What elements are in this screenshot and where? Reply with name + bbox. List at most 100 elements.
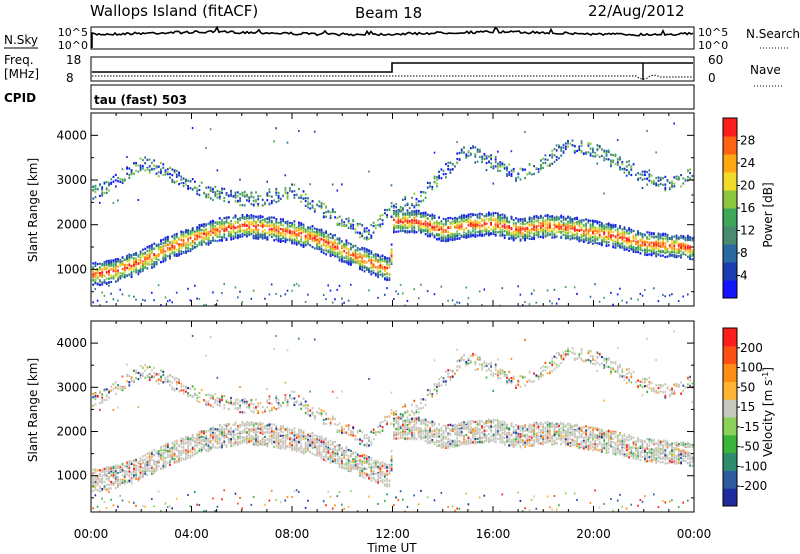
echo-cell	[365, 248, 368, 251]
echo-cell	[592, 151, 594, 154]
echo-cell	[628, 232, 630, 235]
echo-cell	[216, 189, 219, 192]
echo-cell	[662, 245, 664, 248]
echo-cell	[603, 236, 606, 239]
echo-cell	[160, 172, 162, 175]
echo-cell	[300, 194, 303, 197]
echo-cell	[227, 222, 230, 225]
echo-cell	[105, 282, 108, 285]
echo-cell	[273, 239, 275, 242]
echo-cell	[101, 275, 104, 278]
echo-cell	[209, 222, 212, 225]
echo-cell	[264, 297, 266, 300]
echo-cell	[454, 219, 456, 222]
echo-cell	[112, 180, 115, 183]
echo-cell	[123, 270, 126, 273]
echo-cell	[151, 247, 153, 251]
echo-cell	[549, 215, 551, 218]
echo-cell	[282, 224, 284, 227]
echo-cell	[218, 224, 221, 227]
echo-cell	[304, 244, 307, 247]
echo-cell	[551, 149, 554, 152]
echo-cell	[117, 277, 119, 281]
echo-cell	[501, 287, 504, 290]
echo-cell	[684, 243, 687, 246]
echo-cell	[503, 217, 506, 220]
echo-cell	[512, 222, 515, 225]
cpid-label: CPID	[4, 91, 36, 105]
echo-cell	[214, 228, 217, 232]
echo-cell	[524, 177, 526, 180]
echo-cell	[576, 221, 578, 224]
echo-cell	[662, 232, 664, 235]
echo-cell	[492, 182, 495, 185]
echo-cell	[454, 303, 456, 306]
echo-cell	[413, 227, 416, 230]
echo-cell	[650, 254, 653, 257]
echo-cell	[420, 191, 422, 194]
echo-cell	[492, 214, 495, 217]
echo-cell	[209, 188, 212, 191]
echo-cell	[311, 234, 314, 237]
echo-cell	[592, 219, 594, 222]
echo-cell	[279, 237, 282, 241]
echo-cell	[542, 166, 544, 169]
echo-cell	[255, 227, 257, 230]
echo-cell	[449, 234, 452, 237]
echo-cell	[232, 223, 235, 226]
echo-cell	[666, 235, 669, 238]
echo-cell	[490, 223, 492, 226]
echo-cell	[431, 213, 434, 216]
echo-cell	[476, 226, 479, 229]
echo-cell	[257, 234, 260, 237]
echo-cell	[476, 234, 479, 237]
echo-cell	[420, 226, 422, 229]
echo-cell	[381, 254, 384, 257]
echo-cell	[117, 258, 119, 261]
echo-cell	[155, 172, 158, 175]
echo-cell	[182, 233, 185, 236]
echo-cell	[101, 291, 103, 294]
power-frame	[90, 112, 695, 307]
echo-cell	[327, 241, 330, 244]
echo-cell	[153, 263, 156, 266]
echo-cell	[291, 232, 293, 235]
echo-cell	[431, 188, 434, 191]
echo-cell	[264, 232, 266, 236]
echo-cell	[481, 213, 483, 216]
echo-cell	[94, 279, 97, 282]
echo-cell	[189, 244, 192, 247]
echo-cell	[436, 225, 438, 228]
echo-cell	[273, 216, 275, 219]
echo-cell	[341, 260, 343, 263]
echo-cell	[515, 222, 517, 225]
echo-cell	[576, 230, 578, 234]
echo-cell	[137, 271, 140, 274]
echo-cell	[279, 239, 282, 243]
echo-cell	[126, 255, 128, 258]
echo-cell	[216, 169, 219, 172]
echo-cell	[578, 239, 581, 243]
echo-cell	[377, 255, 379, 258]
echo-cell	[298, 227, 300, 230]
echo-cell	[279, 197, 282, 200]
echo-cell	[268, 194, 271, 198]
echo-cell	[198, 297, 201, 300]
echo-cell	[277, 199, 280, 203]
echo-cell	[519, 226, 522, 229]
echo-cell	[411, 224, 413, 228]
echo-cell	[657, 244, 660, 247]
echo-cell	[327, 235, 330, 238]
echo-cell	[497, 164, 499, 167]
echo-cell	[372, 259, 375, 262]
echo-cell	[293, 183, 296, 186]
echo-cell	[239, 193, 241, 196]
echo-cell	[250, 214, 253, 217]
echo-cell	[499, 163, 502, 166]
echo-cell	[542, 157, 544, 160]
echo-cell	[198, 236, 201, 239]
echo-cell	[160, 168, 162, 171]
echo-cell	[284, 227, 287, 230]
echo-cell	[664, 249, 667, 252]
echo-cell	[166, 247, 169, 250]
